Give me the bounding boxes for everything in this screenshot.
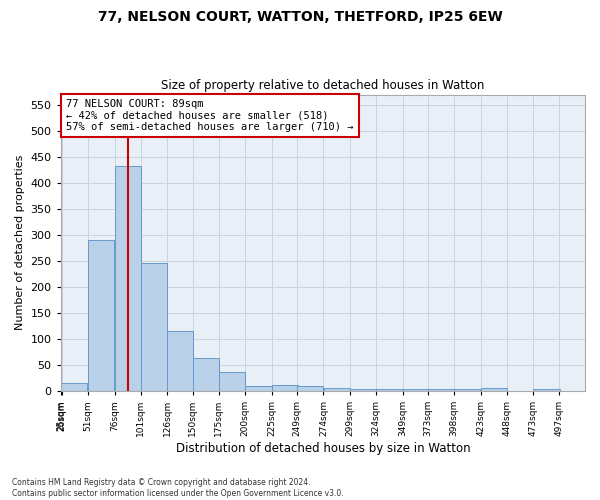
- Bar: [61, 382, 87, 391]
- Bar: [141, 262, 167, 391]
- Bar: [481, 388, 507, 391]
- Bar: [219, 372, 245, 391]
- Bar: [428, 389, 454, 391]
- Bar: [272, 386, 298, 391]
- Bar: [403, 389, 429, 391]
- Bar: [297, 386, 323, 391]
- Bar: [454, 389, 481, 391]
- Title: Size of property relative to detached houses in Watton: Size of property relative to detached ho…: [161, 79, 485, 92]
- X-axis label: Distribution of detached houses by size in Watton: Distribution of detached houses by size …: [176, 442, 470, 455]
- Bar: [88, 240, 115, 391]
- Text: 77 NELSON COURT: 89sqm
← 42% of detached houses are smaller (518)
57% of semi-de: 77 NELSON COURT: 89sqm ← 42% of detached…: [66, 99, 353, 132]
- Y-axis label: Number of detached properties: Number of detached properties: [15, 155, 25, 330]
- Bar: [115, 166, 141, 391]
- Bar: [376, 389, 403, 391]
- Bar: [533, 389, 560, 391]
- Bar: [167, 330, 193, 391]
- Bar: [245, 386, 272, 391]
- Bar: [507, 390, 533, 391]
- Bar: [323, 388, 350, 391]
- Text: 77, NELSON COURT, WATTON, THETFORD, IP25 6EW: 77, NELSON COURT, WATTON, THETFORD, IP25…: [98, 10, 502, 24]
- Text: Contains HM Land Registry data © Crown copyright and database right 2024.
Contai: Contains HM Land Registry data © Crown c…: [12, 478, 344, 498]
- Bar: [193, 358, 219, 391]
- Bar: [350, 389, 376, 391]
